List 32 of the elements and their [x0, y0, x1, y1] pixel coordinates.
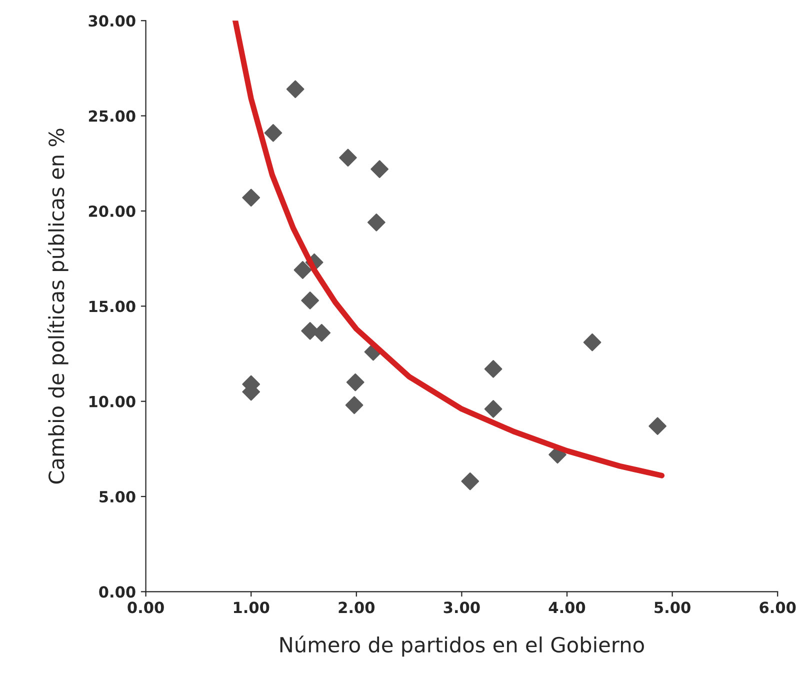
y-tick-label: 10.00	[89, 396, 136, 408]
y-tick-label: 25.00	[88, 110, 136, 122]
y-tick-label: 0.00	[99, 586, 136, 598]
point	[312, 324, 331, 342]
point	[345, 396, 364, 414]
x-tick-label: 1.00	[234, 602, 270, 614]
x-tick-label: 6.00	[760, 602, 796, 614]
y-axis-title: Cambio de políticas públicas en %	[47, 128, 68, 484]
point	[264, 124, 282, 142]
x-tick-label: 4.00	[548, 602, 586, 614]
point	[339, 148, 357, 167]
x-tick-label: 2.00	[338, 602, 375, 614]
point	[346, 373, 364, 392]
x-tick-label: 3.00	[444, 602, 480, 614]
y-tick-label: 5.00	[100, 490, 136, 503]
y-tick-label: 30.00	[88, 15, 136, 27]
point	[583, 333, 602, 352]
point	[367, 213, 386, 232]
point	[286, 80, 304, 98]
point	[294, 261, 312, 279]
point	[648, 417, 666, 435]
point	[370, 160, 388, 178]
x-axis-title: Número de partidos en el Gobierno	[280, 636, 644, 657]
point	[301, 292, 319, 310]
x-tick-label: 0.00	[128, 602, 164, 614]
x-tick-label: 5.00	[654, 602, 690, 614]
point	[461, 472, 480, 490]
point	[242, 188, 260, 207]
point	[484, 360, 502, 378]
point	[484, 400, 502, 418]
y-tick-label: 20.00	[88, 205, 136, 218]
y-tick-label: 15.00	[89, 300, 136, 312]
